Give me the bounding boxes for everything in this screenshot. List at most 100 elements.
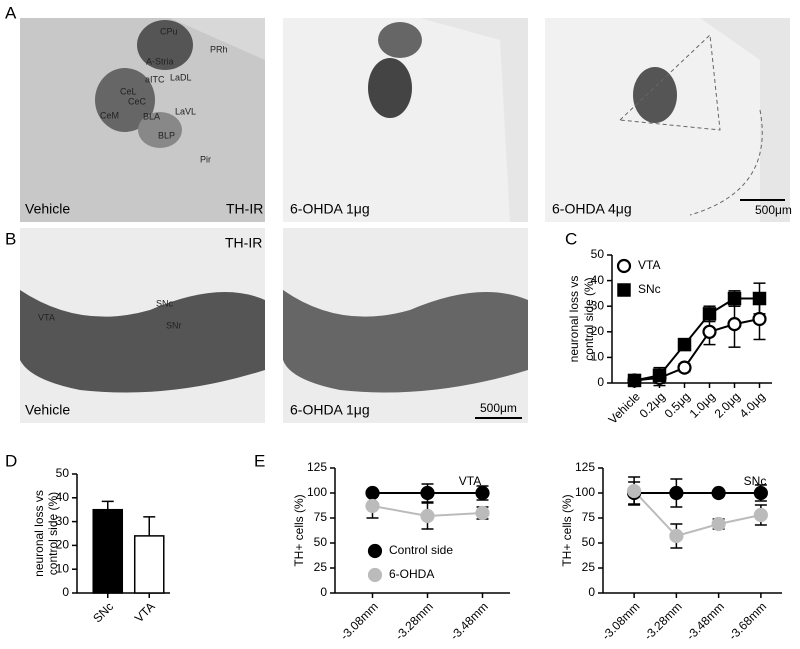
point — [669, 485, 684, 501]
y-tick-label: 0 — [588, 585, 595, 599]
y-tick-label: 30 — [591, 298, 605, 312]
region-label: SNc — [156, 298, 174, 308]
point — [677, 337, 692, 352]
region-label: CPu — [160, 26, 178, 36]
bar — [92, 508, 124, 594]
scale-label: 500μm — [480, 401, 517, 415]
panel-letter: C — [565, 229, 577, 248]
region-label: VTA — [38, 312, 55, 322]
x-tick-label: 0.2μg — [637, 389, 668, 420]
y-tick-label: 50 — [314, 535, 328, 549]
y-tick-label: 125 — [307, 460, 327, 474]
region-label: Pir — [200, 154, 211, 164]
point — [727, 291, 742, 306]
x-tick-label: 2.0μg — [712, 389, 743, 420]
x-tick-label: -3.48mm — [684, 599, 727, 642]
scale-label: 500μm — [755, 203, 792, 217]
point — [753, 507, 768, 523]
panel-letter: E — [254, 451, 265, 470]
y-axis-label: neuronal loss vs — [567, 276, 581, 363]
micrograph-a3 — [545, 18, 790, 222]
micrograph-a2 — [283, 18, 528, 222]
y-tick-label: 40 — [56, 490, 70, 504]
region-label: CeC — [128, 96, 147, 106]
point — [702, 307, 717, 321]
y-axis-label: neuronal loss vs — [32, 490, 46, 577]
series-line — [634, 297, 760, 382]
y-tick-label: 75 — [314, 510, 328, 524]
panel-letter: B — [5, 229, 16, 248]
legend-marker — [617, 283, 631, 297]
y-tick-label: 0 — [320, 585, 327, 599]
legend-marker — [367, 543, 383, 559]
region-label: BLP — [158, 130, 175, 140]
point — [475, 485, 490, 501]
micrograph-b1 — [20, 228, 265, 423]
point — [752, 291, 767, 306]
point — [627, 373, 642, 388]
x-tick-label: -3.28mm — [392, 599, 435, 642]
point — [420, 485, 435, 501]
legend-label: SNc — [638, 282, 661, 296]
region-label: CeM — [100, 110, 119, 120]
region-label: LaDL — [170, 72, 192, 82]
y-axis-label: control side (%) — [46, 492, 60, 575]
image-label: Vehicle — [25, 201, 70, 217]
panel-letter: D — [5, 451, 17, 470]
y-tick-label: 50 — [582, 535, 596, 549]
bar — [133, 535, 165, 594]
point — [711, 516, 726, 532]
legend-label: Control side — [389, 543, 453, 557]
point — [652, 368, 667, 383]
point — [753, 485, 768, 501]
region-label: SNr — [166, 320, 182, 330]
x-tick-label: 1.0μg — [687, 389, 718, 420]
x-tick-label: 0.5μg — [662, 389, 693, 420]
chart-title: SNc — [744, 474, 767, 488]
point — [727, 317, 742, 332]
image-label: TH-IR — [226, 201, 263, 217]
point — [711, 485, 726, 501]
micrograph-a1 — [20, 18, 265, 222]
y-tick-label: 25 — [582, 560, 596, 574]
image-label: TH-IR — [225, 235, 262, 251]
x-tick-label: 4.0μg — [737, 389, 768, 420]
legend-label: 6-OHDA — [389, 567, 434, 581]
point — [677, 360, 692, 375]
y-axis-label: TH+ cells (%) — [560, 494, 574, 566]
y-tick-label: 100 — [307, 485, 327, 499]
y-tick-label: 25 — [314, 560, 328, 574]
x-tick-label: -3.48mm — [447, 599, 490, 642]
y-tick-label: 10 — [591, 350, 605, 364]
y-tick-label: 75 — [582, 510, 596, 524]
y-tick-label: 20 — [56, 538, 70, 552]
point — [752, 311, 767, 327]
y-axis-label: TH+ cells (%) — [292, 494, 306, 566]
y-tick-label: 125 — [575, 460, 595, 474]
y-tick-label: 50 — [591, 247, 605, 261]
x-tick-label: -3.08mm — [599, 599, 642, 642]
region-label: PRh — [210, 44, 228, 54]
legend-label: VTA — [638, 258, 660, 272]
legend-marker — [367, 567, 383, 583]
point — [365, 498, 380, 514]
micrograph-b2 — [283, 228, 528, 423]
region-label: aITC — [145, 74, 165, 84]
y-tick-label: 40 — [591, 273, 605, 287]
x-tick-label: Vehicle — [606, 389, 643, 426]
point — [702, 324, 717, 339]
region-label: BLA — [143, 111, 160, 121]
error-bar — [143, 516, 156, 536]
region-label: LaVL — [175, 106, 196, 116]
legend-marker — [616, 258, 632, 274]
x-tick-label: SNc — [90, 599, 116, 625]
point — [669, 528, 684, 544]
y-tick-label: 50 — [56, 466, 70, 480]
y-tick-label: 100 — [575, 485, 595, 499]
point — [475, 505, 490, 521]
series-line — [633, 490, 762, 538]
y-tick-label: 0 — [62, 585, 69, 599]
panel-letter: A — [5, 3, 17, 22]
x-tick-label: VTA — [132, 599, 158, 625]
